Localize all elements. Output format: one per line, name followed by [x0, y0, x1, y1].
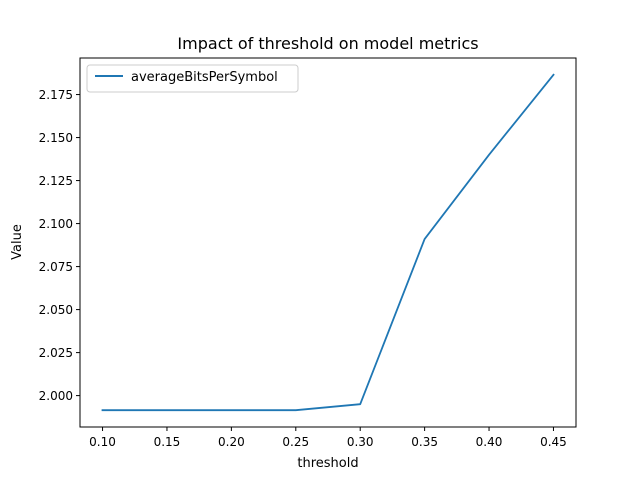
y-tick-label: 2.175	[39, 88, 73, 102]
y-tick-label: 2.100	[39, 217, 73, 231]
plot-frame	[79, 57, 577, 428]
y-axis-label: Value	[10, 224, 25, 260]
legend-label: averageBitsPerSymbol	[131, 70, 278, 85]
chart-title: Impact of threshold on model metrics	[177, 34, 478, 53]
x-tick-label: 0.15	[154, 435, 181, 449]
y-tick-label: 2.025	[39, 346, 73, 360]
series-line-averageBitsPerSymbol	[101, 73, 555, 412]
y-tick-label: 2.125	[39, 174, 73, 188]
y-axis-ticks: 2.000 2.025 2.050 2.075 2.100 2.125 2.150 2.175	[39, 88, 80, 403]
x-tick-label: 0.30	[347, 435, 374, 449]
y-tick-label: 2.050	[39, 303, 73, 317]
y-tick-label: 2.000	[39, 389, 73, 403]
plot-series	[101, 73, 555, 412]
x-tick-label: 0.20	[218, 435, 245, 449]
x-tick-label: 0.10	[89, 435, 116, 449]
legend-box	[86, 64, 299, 93]
y-tick-label: 2.150	[39, 131, 73, 145]
x-tick-label: 0.45	[540, 435, 567, 449]
x-tick-label: 0.35	[411, 435, 438, 449]
x-tick-label: 0.40	[476, 435, 503, 449]
x-axis-ticks: 0.10 0.15 0.20 0.25 0.30 0.35 0.40 0.45	[89, 427, 567, 449]
y-tick-label: 2.075	[39, 260, 73, 274]
x-tick-label: 0.25	[282, 435, 309, 449]
x-axis-label: threshold	[297, 456, 358, 471]
legend: averageBitsPerSymbol	[86, 64, 299, 93]
